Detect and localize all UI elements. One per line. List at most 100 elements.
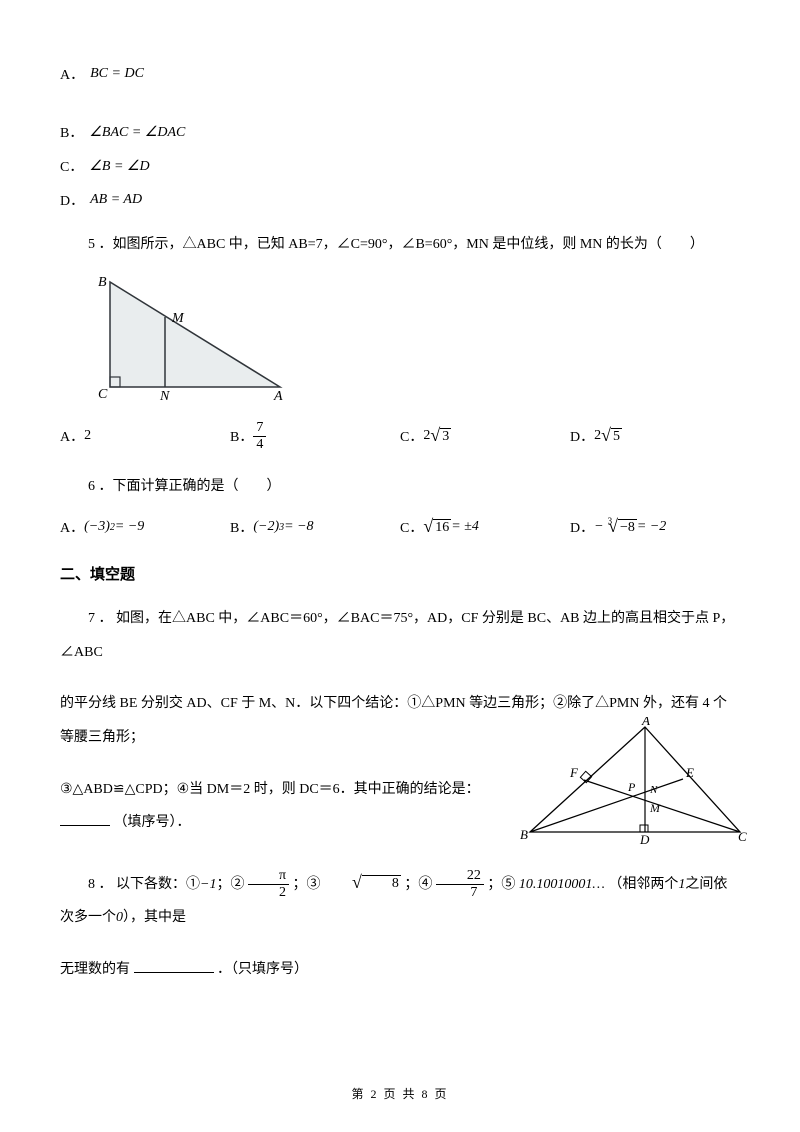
q-num: 6 [88, 479, 95, 494]
page-footer: 第 2 页 共 8 页 [0, 1085, 800, 1102]
q4-option-c: C． ∠B = ∠D [60, 156, 740, 176]
q7-line1: 7 ． 如图，在△ABC 中，∠ABC＝60°，∠BAC＝75°，AD，CF 分… [60, 602, 740, 669]
blank-fill[interactable] [60, 812, 110, 826]
q5-figure: B M C N A [90, 272, 740, 407]
denominator: 7 [439, 885, 480, 900]
sqrt: √8 [324, 873, 401, 893]
svg-text:F: F [569, 765, 579, 780]
t: ． 以下各数：① [99, 877, 201, 892]
opt-label: B． [230, 426, 253, 446]
q-num: 8 [88, 877, 95, 892]
triangle-figure: B M C N A [90, 272, 290, 402]
coef: 2 [423, 428, 430, 444]
numerator: 22 [436, 869, 484, 885]
denominator: 2 [248, 885, 289, 900]
q5-option-c: C． 2 √3 [400, 426, 570, 446]
opt-label: C． [400, 426, 423, 446]
q-body: ． 如图，在△ABC 中，∠ABC＝60°，∠BAC＝75°，AD，CF 分别是… [60, 611, 734, 660]
opt-label: D． [570, 517, 594, 537]
svg-text:E: E [685, 765, 694, 780]
q5-options: A． 2 B． 7 4 C． 2 √3 D． 2 √5 [60, 421, 740, 452]
opt-label: A． [60, 517, 84, 537]
q4-option-d: D． AB = AD [60, 190, 740, 210]
opt-label: B． [230, 517, 253, 537]
t: 无理数的有 [60, 962, 130, 977]
q5-option-a: A． 2 [60, 426, 230, 446]
svg-text:B: B [520, 827, 528, 842]
section-heading: 二、填空题 [60, 563, 740, 584]
fraction: 227 [436, 869, 484, 900]
q7-text3b: （填序号）． [114, 815, 191, 830]
math-l: (−2) [253, 519, 279, 535]
math-expr: ∠B = ∠D [89, 158, 149, 175]
coef: 2 [594, 428, 601, 444]
math-r: = −9 [115, 519, 144, 535]
svg-text:C: C [738, 829, 747, 844]
q6-option-b: B． (−2)3 = −8 [230, 517, 400, 537]
opt-label: C． [60, 156, 83, 176]
t: ），其中是 [123, 910, 186, 925]
q-body: ．如图所示，△ABC 中，已知 AB=7，∠C=90°，∠B=60°，MN 是中… [99, 237, 704, 252]
fraction: 7 4 [253, 421, 266, 452]
q6-text: 6 ．下面计算正确的是（ ） [60, 470, 740, 504]
svg-text:D: D [639, 832, 650, 847]
q6-option-d: D． −3√−8 = −2 [570, 517, 740, 537]
blank-fill[interactable] [134, 959, 214, 973]
sqrt: √16 [423, 517, 451, 537]
opt-label: A． [60, 64, 84, 84]
q5-option-b: B． 7 4 [230, 421, 400, 452]
sep: ；② [216, 877, 244, 892]
svg-text:M: M [649, 801, 661, 815]
q5-text: 5 ．如图所示，△ABC 中，已知 AB=7，∠C=90°，∠B=60°，MN … [60, 228, 740, 262]
svg-text:P: P [627, 780, 636, 794]
n1: −1 [200, 877, 216, 892]
math-expr: AB = AD [90, 192, 142, 208]
q7-text3: ③△ABD≌△CPD；④当 DM＝2 时，则 DC＝6．其中正确的结论是： [60, 782, 480, 797]
q-body: ．下面计算正确的是（ ） [99, 479, 281, 494]
q4-option-b: B． ∠BAC = ∠DAC [60, 122, 740, 142]
svg-text:N: N [159, 389, 170, 402]
q6-options: A． (−3)2 = −9 B． (−2)3 = −8 C． √16 = ±4 … [60, 517, 740, 537]
q-num: 5 [88, 237, 95, 252]
opt-label: D． [60, 190, 84, 210]
sep: ；③ [293, 877, 321, 892]
q6-option-c: C． √16 = ±4 [400, 517, 570, 537]
sep: ；⑤ [487, 877, 515, 892]
fraction: π2 [248, 869, 289, 900]
sqrt: √5 [601, 426, 622, 446]
opt-value: 2 [84, 428, 91, 444]
svg-text:A: A [641, 717, 650, 728]
q7-figure: A B C D E F P N M [520, 717, 750, 852]
q4-option-a: A． BC = DC [60, 64, 740, 84]
opt-label: D． [570, 426, 594, 446]
t: （相邻两个 [608, 877, 678, 892]
math-expr: BC = DC [90, 66, 144, 82]
math-r: = ±4 [451, 519, 479, 535]
q8-line1: 8 ． 以下各数：①−1；② π2 ；③ √8 ；④ 227 ；⑤ 10.100… [60, 868, 740, 935]
svg-text:N: N [649, 784, 658, 796]
q-num: 7 [88, 611, 95, 626]
numerator: 7 [253, 421, 266, 437]
svg-text:B: B [98, 275, 107, 290]
math-l: (−3) [84, 519, 110, 535]
n5: 10.10010001… [519, 877, 605, 892]
svg-text:M: M [171, 311, 185, 326]
svg-text:C: C [98, 387, 108, 402]
math-expr: ∠BAC = ∠DAC [89, 124, 185, 141]
q5-option-d: D． 2 √5 [570, 426, 740, 446]
q8-line2: 无理数的有 ．（只填序号） [60, 953, 740, 987]
math-r: = −8 [284, 519, 313, 535]
neg: − [594, 519, 603, 535]
svg-text:A: A [273, 389, 283, 402]
opt-label: B． [60, 122, 83, 142]
math-r: = −2 [637, 519, 666, 535]
root-index: 3 [608, 516, 613, 526]
sep: ；④ [404, 877, 432, 892]
opt-label: A． [60, 426, 84, 446]
sqrt: √−8 [608, 517, 637, 537]
opt-label: C． [400, 517, 423, 537]
denominator: 4 [253, 437, 266, 452]
numerator: π [248, 869, 289, 885]
q6-option-a: A． (−3)2 = −9 [60, 517, 230, 537]
sqrt: √3 [430, 426, 451, 446]
